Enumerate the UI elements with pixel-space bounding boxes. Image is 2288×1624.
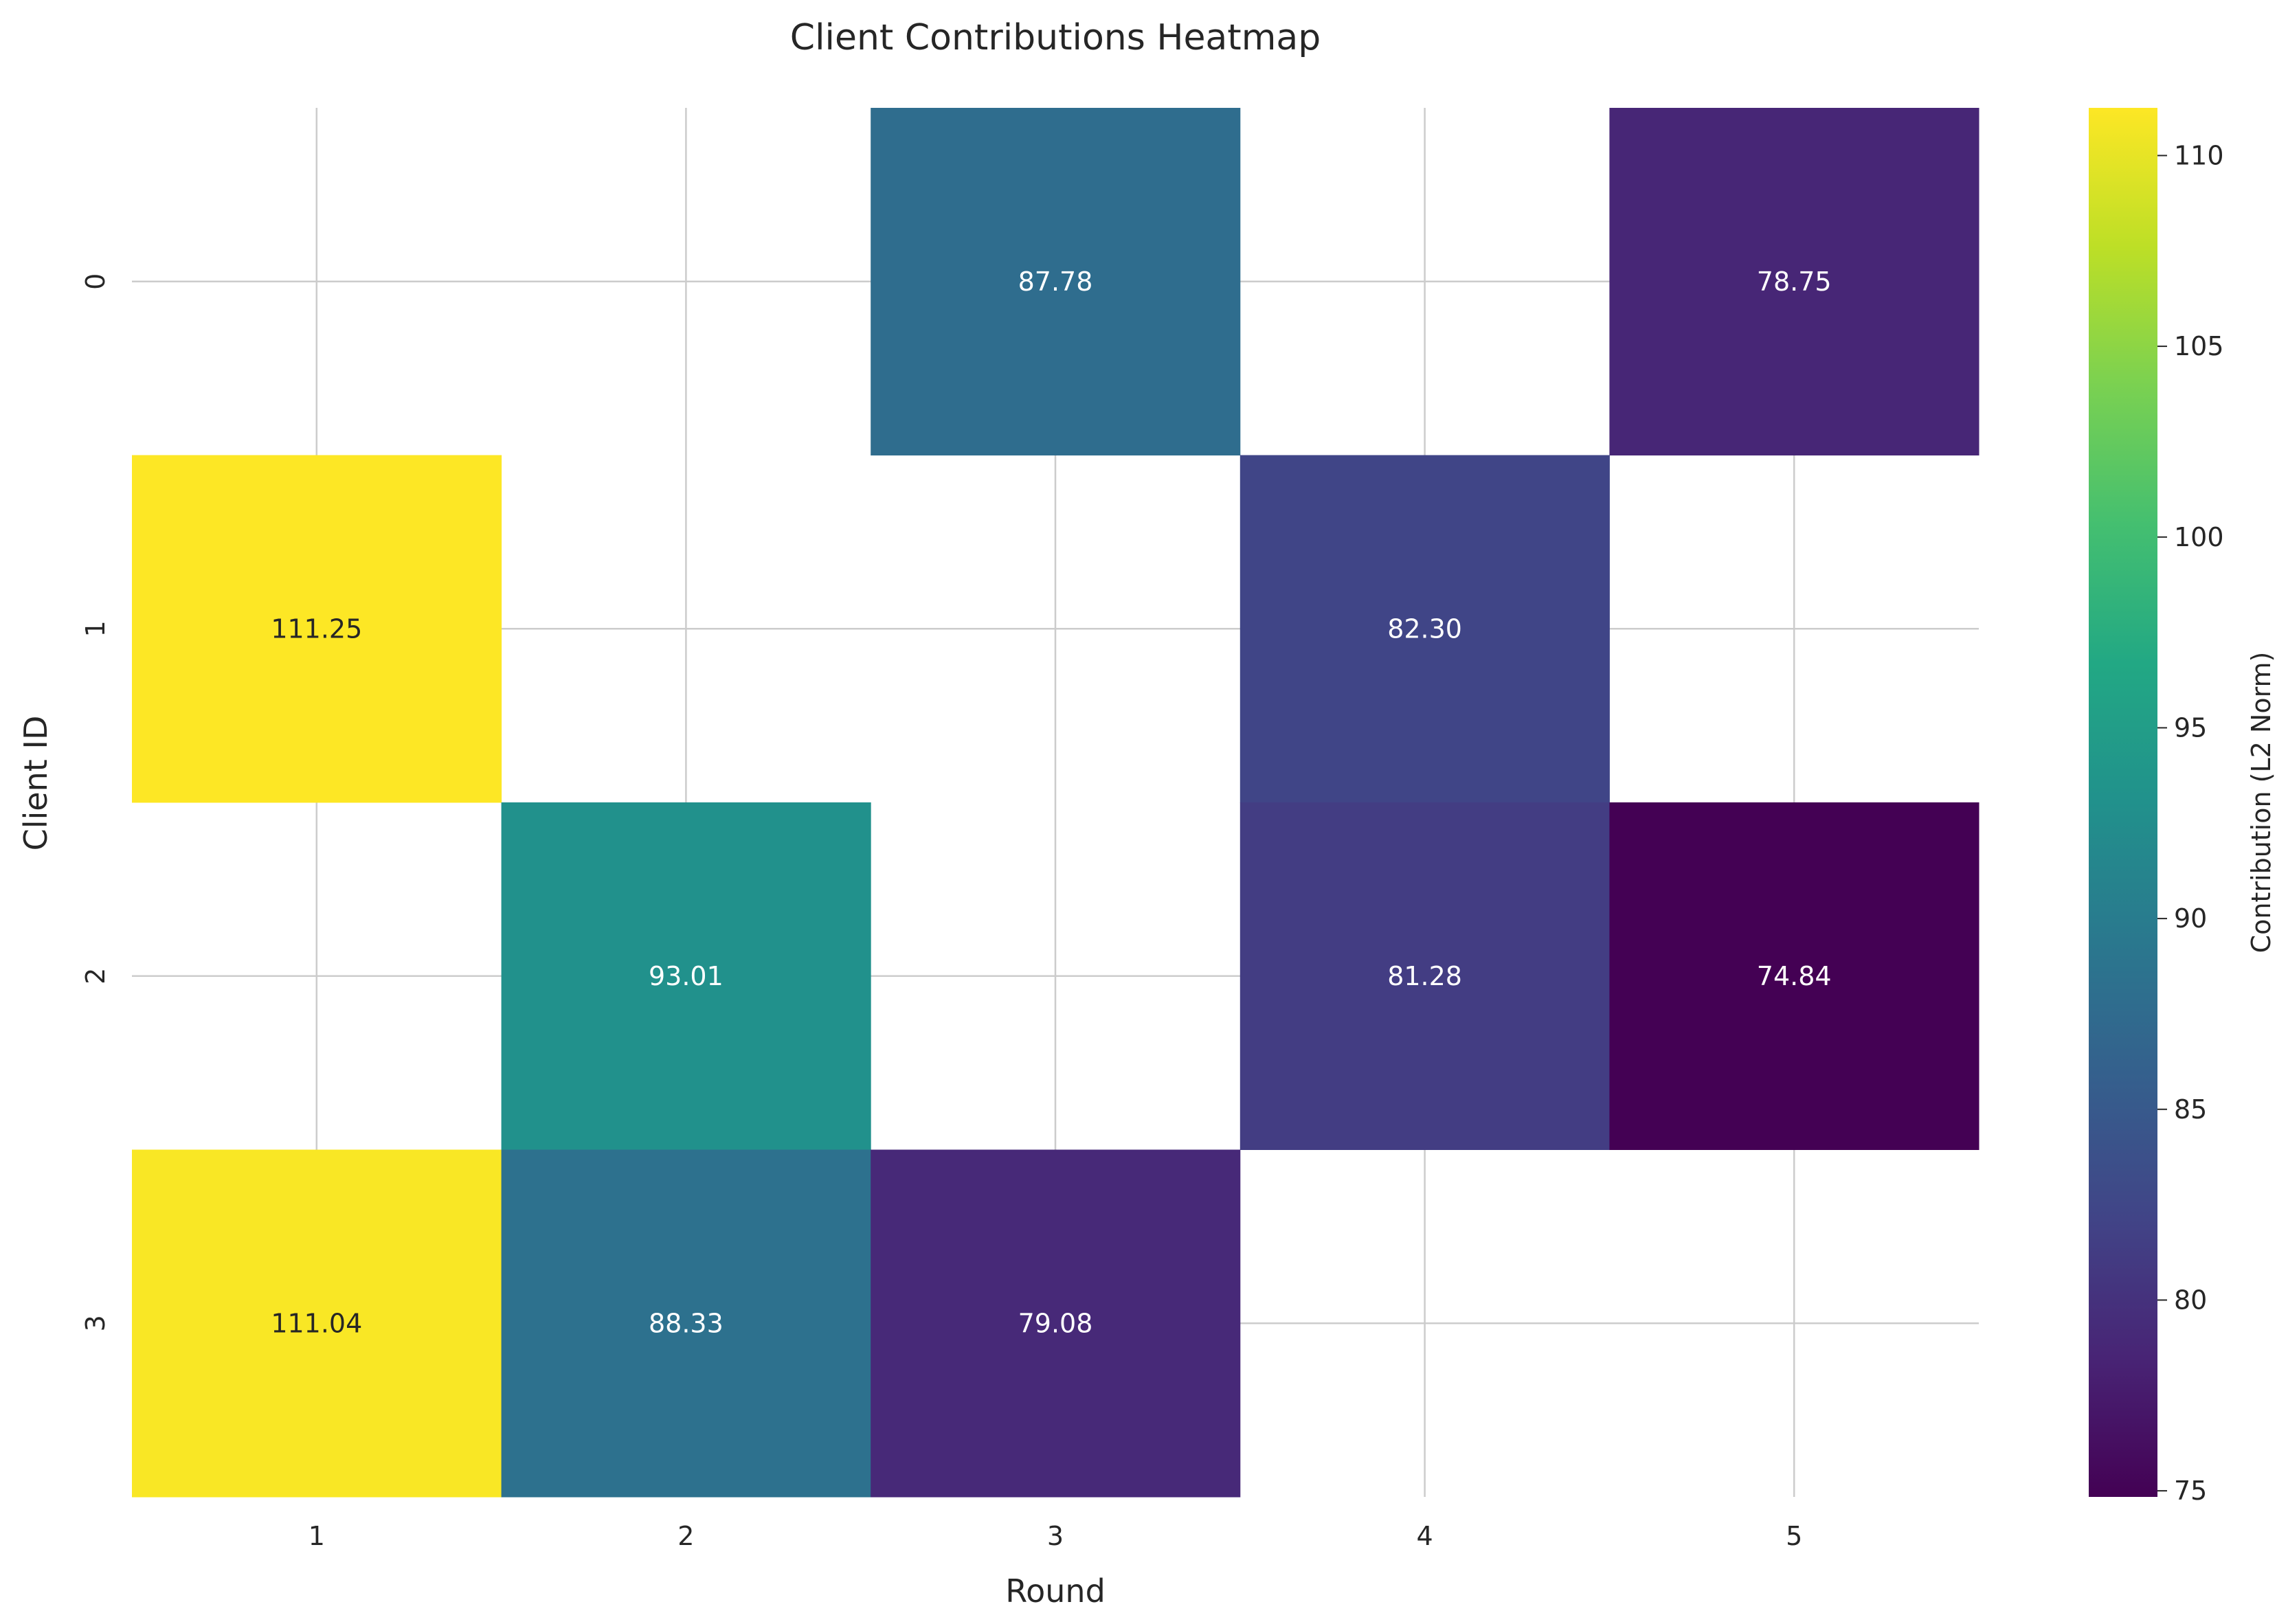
colorbar-tick-label: 110	[2174, 140, 2224, 170]
heatmap-cells: 87.78 78.75 111.25 82.30 93.01 81.28 74.84 111.…	[132, 108, 1979, 1498]
x-tick-label: 1	[309, 1521, 325, 1551]
heatmap-cell	[1240, 455, 1610, 803]
cell-value-label: 111.25	[271, 613, 362, 644]
colorbar-gradient	[2089, 108, 2157, 1497]
y-tick-label: 2	[80, 968, 111, 984]
heatmap-cell	[501, 1149, 871, 1498]
cell-value-label: 81.28	[1387, 961, 1462, 991]
y-axis-label: Client ID	[17, 716, 54, 851]
x-axis-ticks: 1 2 3 4 5	[309, 1521, 1803, 1551]
heatmap-cell	[1609, 108, 1979, 455]
heatmap-cell	[501, 802, 871, 1150]
colorbar-tick-label: 75	[2174, 1476, 2207, 1506]
colorbar-tick-label: 105	[2174, 331, 2224, 361]
y-axis-ticks: 0 1 2 3	[80, 273, 111, 1332]
x-tick-label: 2	[677, 1521, 694, 1551]
cell-value-label: 74.84	[1757, 961, 1832, 991]
heatmap-cell	[871, 108, 1241, 455]
cell-value-label: 111.04	[271, 1308, 362, 1338]
colorbar-tick-label: 100	[2174, 522, 2224, 552]
heatmap-cell	[132, 1149, 502, 1498]
y-tick-label: 0	[80, 273, 111, 290]
heatmap-cell	[871, 1149, 1241, 1498]
heatmap-cell	[1240, 802, 1610, 1150]
colorbar-tick-label: 80	[2174, 1285, 2207, 1315]
x-tick-label: 3	[1047, 1521, 1064, 1551]
colorbar: 75 80 85 90 95 100 105 110	[2089, 108, 2224, 1506]
cell-value-label: 88.33	[649, 1308, 724, 1338]
colorbar-label: Contribution (L2 Norm)	[2246, 652, 2276, 954]
colorbar-tick-label: 95	[2174, 712, 2207, 743]
heatmap-cell	[132, 455, 502, 803]
x-tick-label: 4	[1417, 1521, 1433, 1551]
cell-value-label: 78.75	[1757, 267, 1832, 297]
cell-value-label: 87.78	[1018, 267, 1093, 297]
colorbar-tick-label: 90	[2174, 903, 2207, 934]
y-tick-label: 1	[80, 620, 111, 637]
cell-value-label: 82.30	[1387, 613, 1462, 644]
chart-title: Client Contributions Heatmap	[790, 17, 1321, 58]
x-axis-label: Round	[1005, 1572, 1106, 1610]
y-tick-label: 3	[80, 1315, 111, 1331]
heatmap-cell	[1609, 802, 1979, 1150]
cell-value-label: 79.08	[1018, 1308, 1093, 1338]
cell-value-label: 93.01	[649, 961, 724, 991]
colorbar-tick-label: 85	[2174, 1094, 2207, 1125]
x-tick-label: 5	[1786, 1521, 1802, 1551]
